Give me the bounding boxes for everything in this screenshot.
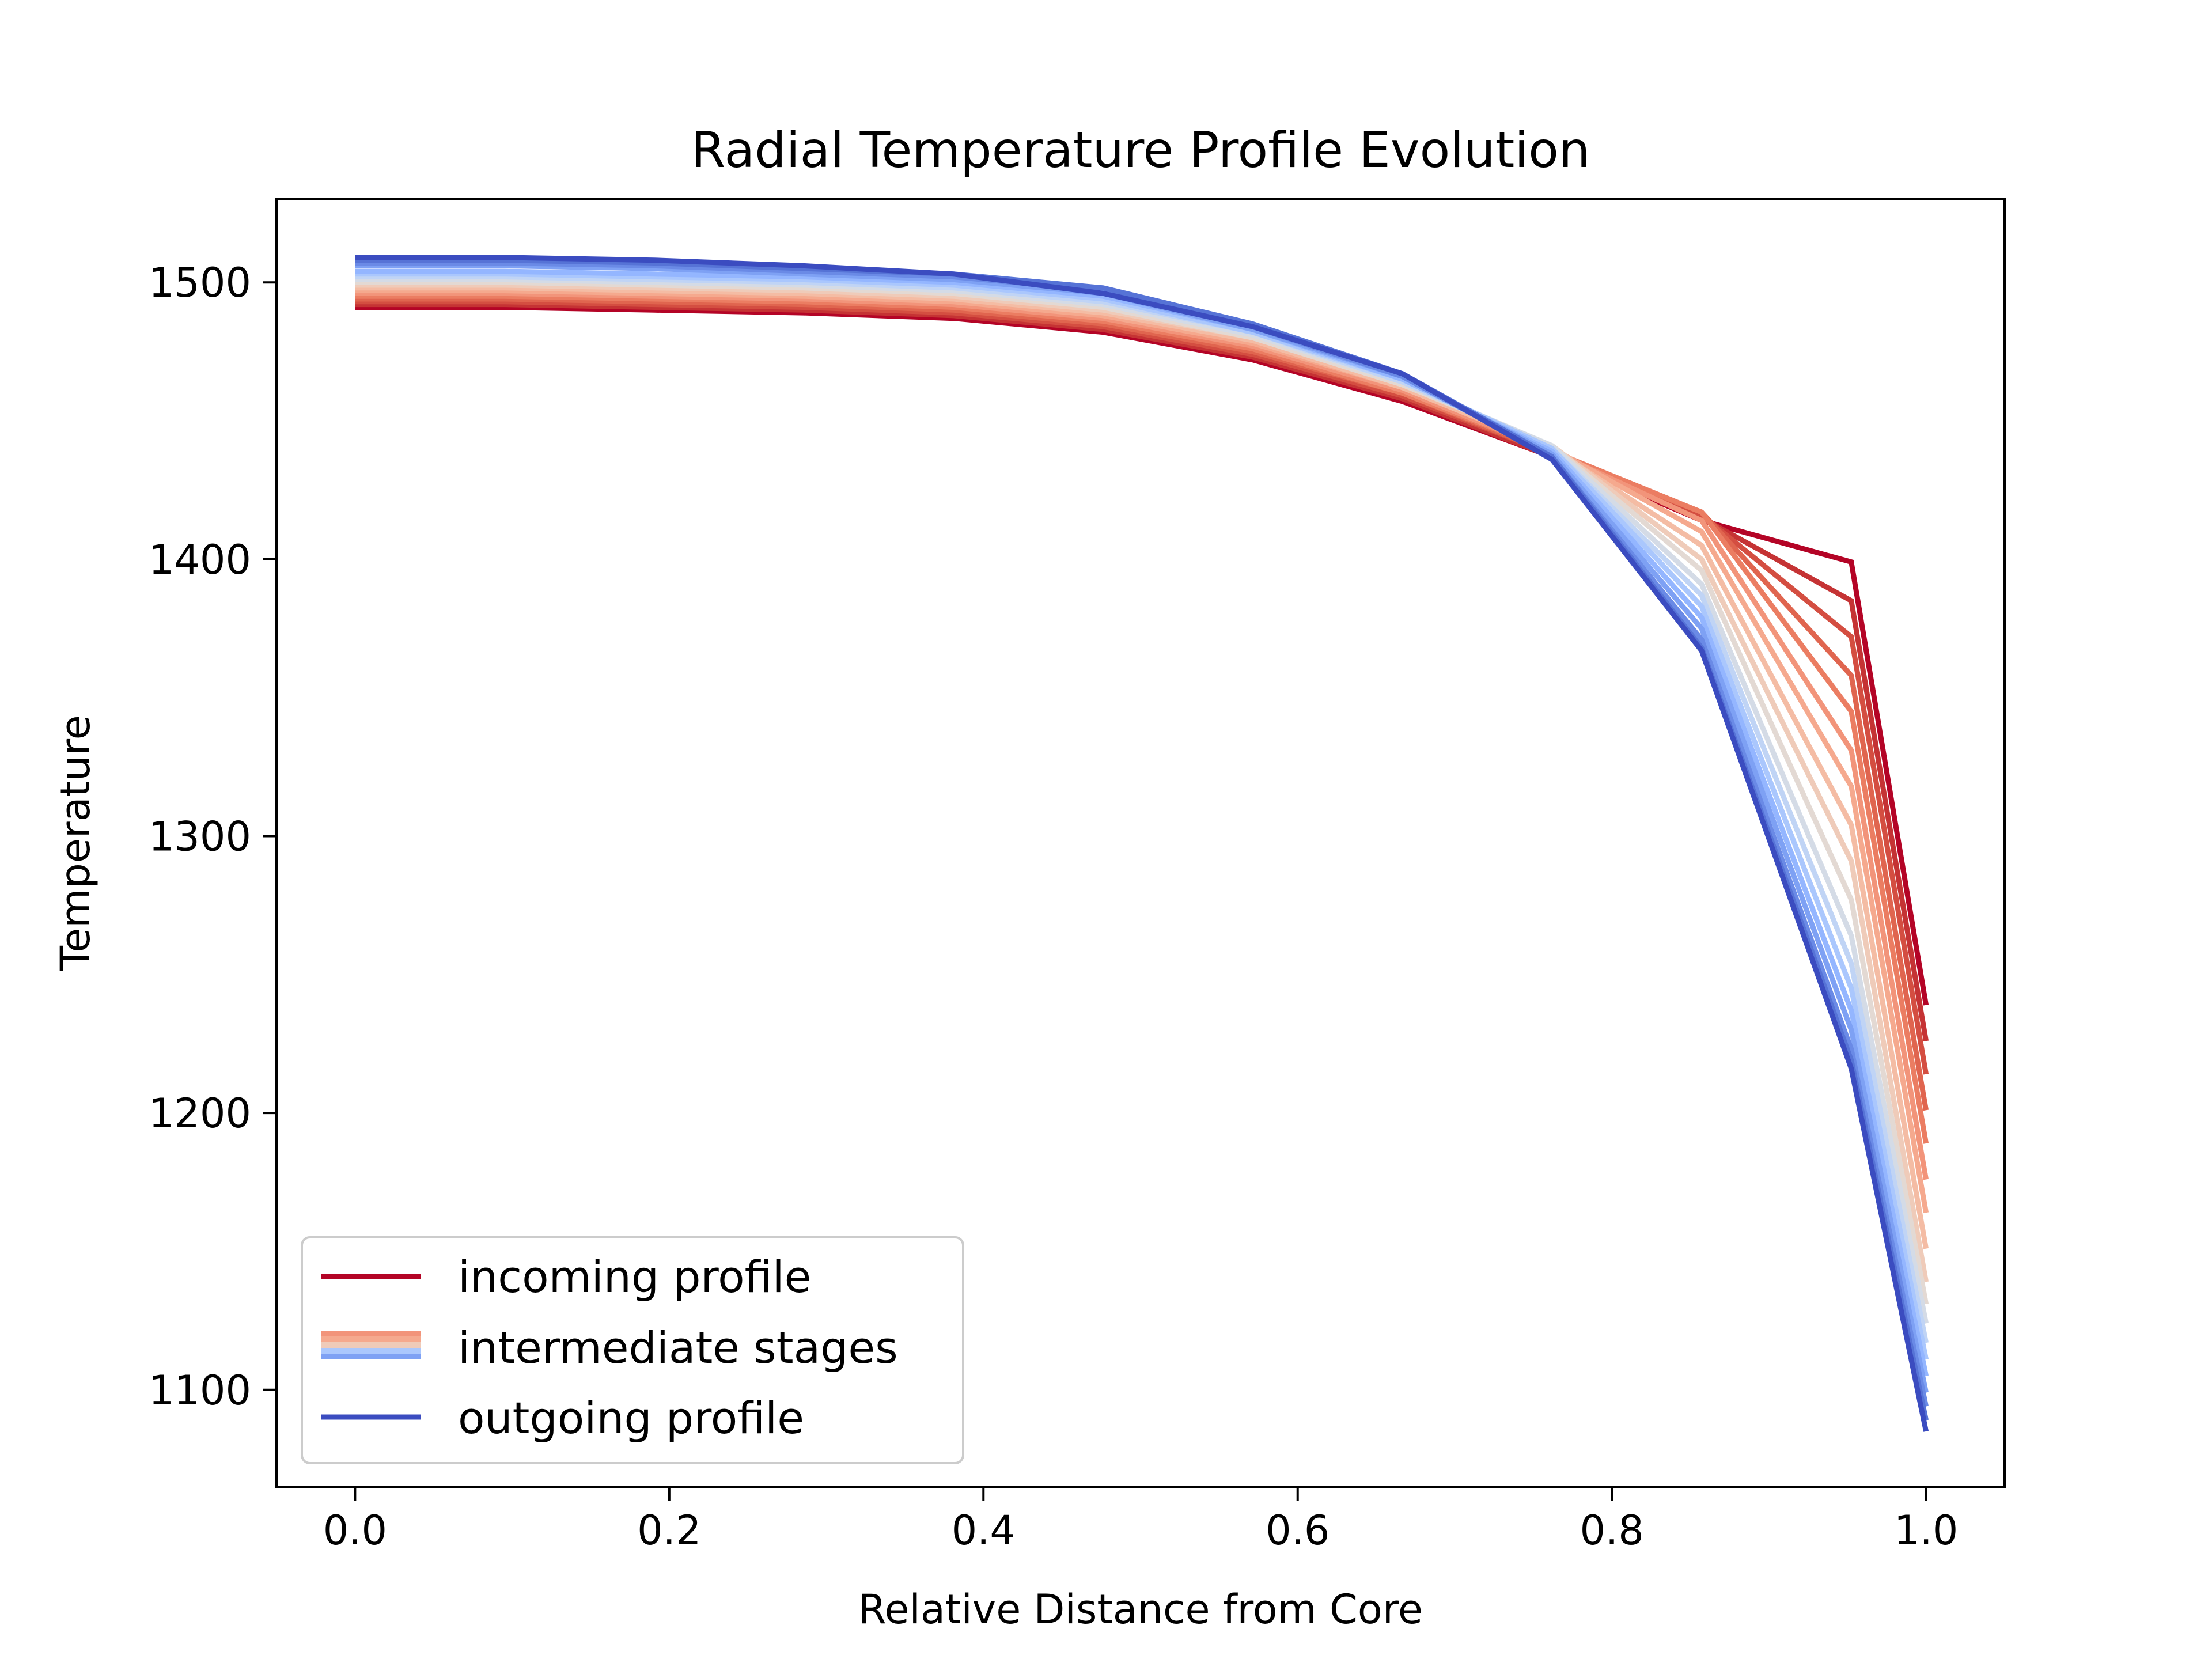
ticks-layer: 0.0 0.2 0.4 0.6 0.8 1.0 1100 1200 1300 1400 1500 xyxy=(149,259,1958,1554)
series-line-17 xyxy=(355,255,1929,1432)
x-tick-label-5: 1.0 xyxy=(1894,1507,1958,1554)
series-line-9 xyxy=(355,279,1929,1305)
plot-frame xyxy=(275,198,2006,1488)
x-tick-label-1: 0.2 xyxy=(637,1507,701,1554)
x-axis-label: Relative Distance from Core xyxy=(858,1586,1423,1633)
x-tick-label-0: 0.0 xyxy=(323,1507,387,1554)
legend-label-outgoing: outgoing profile xyxy=(458,1392,804,1444)
y-tick-label-1: 1200 xyxy=(149,1090,251,1137)
legend-swatch-intermediate xyxy=(321,1331,421,1359)
series-line-10 xyxy=(355,276,1929,1324)
series-line-1 xyxy=(355,302,1929,1041)
series-line-12 xyxy=(355,271,1929,1360)
series-line-5 xyxy=(355,290,1929,1180)
x-tick-label-2: 0.4 xyxy=(952,1507,1016,1554)
y-tick-label-4: 1500 xyxy=(149,259,251,306)
legend-box xyxy=(301,1236,964,1464)
series-line-6 xyxy=(355,288,1929,1213)
x-tick-label-3: 0.6 xyxy=(1266,1507,1330,1554)
series-line-4 xyxy=(355,293,1929,1144)
legend-label-intermediate: intermediate stages xyxy=(458,1322,898,1373)
series-line-7 xyxy=(355,285,1929,1249)
y-tick-label-0: 1100 xyxy=(149,1367,251,1414)
series-line-0 xyxy=(355,305,1929,1006)
y-axis-label: Temperature xyxy=(52,715,99,971)
x-tick-label-4: 0.8 xyxy=(1580,1507,1644,1554)
series-line-2 xyxy=(355,299,1929,1075)
chart-title: Radial Temperature Profile Evolution xyxy=(691,122,1590,179)
y-tick-label-2: 1300 xyxy=(149,813,251,860)
y-tick-label-3: 1400 xyxy=(149,536,251,584)
legend-label-incoming: incoming profile xyxy=(458,1251,811,1302)
series-line-3 xyxy=(355,296,1929,1111)
legend: incoming profile intermediate stages out… xyxy=(301,1236,964,1464)
series-layer xyxy=(355,255,1929,1432)
